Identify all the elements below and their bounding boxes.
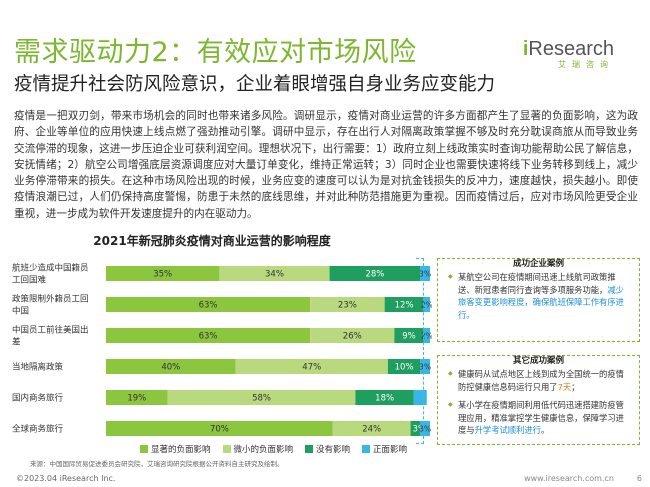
body-paragraph: 疫情是一把双刃剑，带来市场机会的同时也带来诸多风险。调研显示，疫情对商业运营的许…: [14, 110, 638, 220]
other-case-box: 其它成功案例 健康码从试点地区上线到成为全国统一的疫情防控健康信息码运行只用了7…: [437, 355, 640, 445]
chart-legend: 显著的负面影响 微小的负面影响 没有影响 正面影响: [140, 443, 407, 455]
bar-value-label: 19%: [127, 394, 146, 404]
footer-website: www.iresearch.com.cn: [524, 474, 614, 483]
bar-segment: [410, 421, 421, 436]
bar-segment: [106, 328, 311, 343]
category-label: 国内商务旅行: [12, 393, 64, 404]
bar-segment: [106, 266, 220, 281]
legend-item-none: 没有影响: [305, 443, 350, 455]
legend-item-significant: 显著的负面影响: [140, 443, 211, 455]
bar-value-label: 34%: [265, 270, 284, 280]
page-title: 需求驱动力2：有效应对市场风险: [14, 37, 417, 68]
category-label: 全球商务旅行: [12, 424, 64, 435]
bar-segment: [420, 266, 430, 281]
category-label: 当地隔离政策: [12, 362, 64, 373]
bar-value-label: 3%: [419, 425, 431, 434]
bar-value-label: 3%: [419, 270, 431, 279]
positive-bracket: [416, 258, 424, 444]
bar-value-label: 3%: [419, 363, 431, 372]
bar-segment: [235, 359, 388, 374]
bar-value-label: 10%: [395, 363, 414, 373]
bar-segment: [106, 297, 311, 312]
stacked-bar-chart: 航班少造成中国籍员工回国难 35% 34% 28% 3% 政策限制外籍员工回中国 63% 23…: [12, 263, 432, 436]
bar-segment: [167, 390, 356, 405]
bar-value-label: 47%: [302, 363, 321, 373]
bar-segment: [423, 297, 430, 312]
bar-value-label: 35%: [153, 270, 172, 280]
bar-value-label: 40%: [161, 363, 180, 373]
bar-value-label: 3%: [413, 425, 427, 435]
bar-value-label: 2%: [421, 301, 432, 310]
chart-title: 2021年新冠肺炎疫情对商业运营的影响程度: [93, 234, 331, 248]
bar-value-label: 26%: [343, 332, 362, 342]
bar-value-label: 63%: [199, 301, 218, 311]
category-label: 中国员工前往美国出差: [12, 325, 89, 348]
footer-copyright: ©2023.04 iResearch Inc.: [16, 474, 116, 483]
bar-segment: [219, 266, 330, 281]
other-case-item-school: 某小学在疫情期间利用低代码迅速搭建防疫管理应用，精准掌控学生健康信息，保障学习进…: [448, 399, 631, 437]
bar-value-label: 70%: [210, 425, 229, 435]
category-label: 政策限制外籍员工回中国: [12, 294, 89, 317]
bar-segment: [384, 297, 424, 312]
bar-value-label: 2%: [421, 332, 432, 341]
logo-i: i: [522, 38, 529, 60]
success-case-item: 某航空公司在疫情期间迅速上线航司政策推送、新冠患者同行查询等多项服务功能，减少旅…: [448, 271, 631, 321]
bar-value-label: 18%: [375, 394, 394, 404]
bar-segment: [387, 359, 421, 374]
other-case-item-health-code: 健康码从试点地区上线到成为全国统一的疫情防控健康信息码运行只用了7天；: [448, 368, 631, 393]
category-label: 航班少造成中国籍员工回国难: [12, 263, 89, 286]
bar-segment: [332, 421, 411, 436]
success-case-box: 成功企业案例 某航空公司在疫情期间迅速上线航司政策推送、新冠患者同行查询等多项服…: [437, 258, 640, 342]
bar-segment: [106, 390, 168, 405]
bar-value-label: 24%: [362, 425, 381, 435]
bar-value-label: 9%: [402, 332, 416, 342]
bar-segment: [355, 390, 414, 405]
bar-segment: [423, 328, 430, 343]
bar-value-label: 63%: [199, 332, 218, 342]
legend-item-minor: 微小的负面影响: [222, 443, 293, 455]
source-note: 来源：中国国际贸易促进委员会研究院，艾瑞咨询研究院根据公开资料自主研究及绘制。: [30, 460, 284, 468]
success-case-heading: 成功企业案例: [508, 259, 568, 269]
bar-value-label: 58%: [252, 394, 271, 404]
bar-segment: [420, 359, 430, 374]
iresearch-logo: iResearch 艾瑞咨询: [523, 38, 614, 70]
bar-value-label: 28%: [365, 270, 384, 280]
legend-item-positive: 正面影响: [362, 443, 407, 455]
bar-segment: [106, 421, 333, 436]
bar-segment: [310, 328, 395, 343]
bar-value-label: 23%: [338, 301, 357, 311]
logo-cn: 艾瑞咨询: [558, 60, 614, 69]
other-case-heading: 其它成功案例: [508, 356, 568, 366]
page-number: 6: [636, 474, 642, 483]
logo-text: Research: [528, 38, 614, 60]
bar-value-label: 12%: [395, 301, 414, 311]
bar-segment: [329, 266, 421, 281]
bar-segment: [106, 359, 236, 374]
page-subtitle: 疫情提升社会防风险意识，企业着眼增强自身业务应变能力: [14, 74, 496, 95]
bar-segment: [394, 328, 424, 343]
bar-segment: [420, 421, 430, 436]
bar-segment: [310, 297, 385, 312]
